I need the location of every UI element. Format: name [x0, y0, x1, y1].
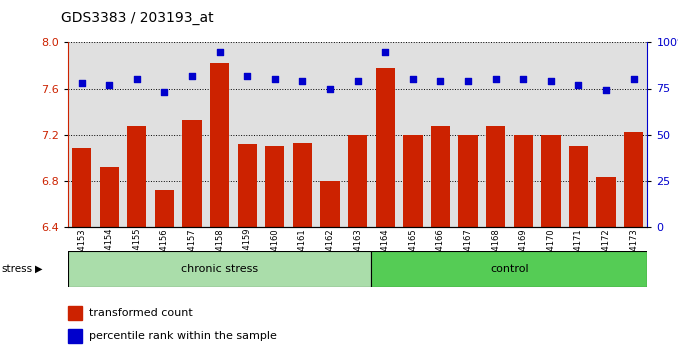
Bar: [293, 143, 312, 227]
Point: [380, 49, 391, 55]
Bar: [68, 329, 82, 343]
Point: [242, 73, 253, 79]
Bar: [403, 135, 422, 227]
Bar: [376, 68, 395, 227]
Point: [214, 49, 225, 55]
Bar: [431, 126, 450, 227]
Point: [462, 78, 473, 84]
Bar: [237, 144, 257, 227]
Text: percentile rank within the sample: percentile rank within the sample: [89, 331, 277, 341]
Point: [325, 86, 336, 91]
Bar: [321, 181, 340, 227]
Point: [407, 76, 418, 82]
Bar: [206, 42, 233, 227]
Point: [186, 73, 197, 79]
Bar: [96, 42, 123, 227]
Point: [629, 76, 639, 82]
Bar: [593, 42, 620, 227]
Bar: [155, 190, 174, 227]
Point: [490, 76, 501, 82]
Point: [269, 76, 280, 82]
Point: [518, 76, 529, 82]
Bar: [565, 42, 593, 227]
Bar: [72, 148, 92, 227]
Bar: [482, 42, 509, 227]
Bar: [100, 167, 119, 227]
Bar: [344, 42, 372, 227]
Bar: [348, 135, 367, 227]
Bar: [541, 135, 561, 227]
Bar: [127, 126, 146, 227]
Bar: [620, 42, 647, 227]
Point: [353, 78, 363, 84]
Bar: [597, 177, 616, 227]
Bar: [265, 146, 285, 227]
Text: transformed count: transformed count: [89, 308, 193, 318]
Bar: [316, 42, 344, 227]
Point: [573, 82, 584, 88]
Text: GDS3383 / 203193_at: GDS3383 / 203193_at: [61, 11, 214, 25]
Point: [132, 76, 142, 82]
Bar: [514, 135, 533, 227]
Bar: [68, 306, 82, 320]
Bar: [261, 42, 289, 227]
Bar: [123, 42, 151, 227]
Bar: [210, 63, 229, 227]
Bar: [233, 42, 261, 227]
Bar: [151, 42, 178, 227]
Bar: [458, 135, 478, 227]
Bar: [509, 42, 537, 227]
Bar: [569, 146, 588, 227]
Bar: [624, 132, 643, 227]
Text: ▶: ▶: [35, 264, 43, 274]
Point: [601, 87, 612, 93]
Text: stress: stress: [1, 264, 33, 274]
Point: [435, 78, 446, 84]
Bar: [182, 120, 201, 227]
Point: [297, 78, 308, 84]
Bar: [454, 42, 482, 227]
Point: [104, 82, 115, 88]
Bar: [372, 251, 647, 287]
Bar: [486, 126, 505, 227]
Bar: [68, 42, 96, 227]
Bar: [399, 42, 426, 227]
Bar: [426, 42, 454, 227]
Bar: [289, 42, 316, 227]
Bar: [68, 251, 372, 287]
Text: control: control: [490, 264, 529, 274]
Bar: [178, 42, 206, 227]
Point: [545, 78, 556, 84]
Bar: [372, 42, 399, 227]
Bar: [537, 42, 565, 227]
Text: chronic stress: chronic stress: [181, 264, 258, 274]
Point: [159, 89, 170, 95]
Point: [76, 80, 87, 86]
